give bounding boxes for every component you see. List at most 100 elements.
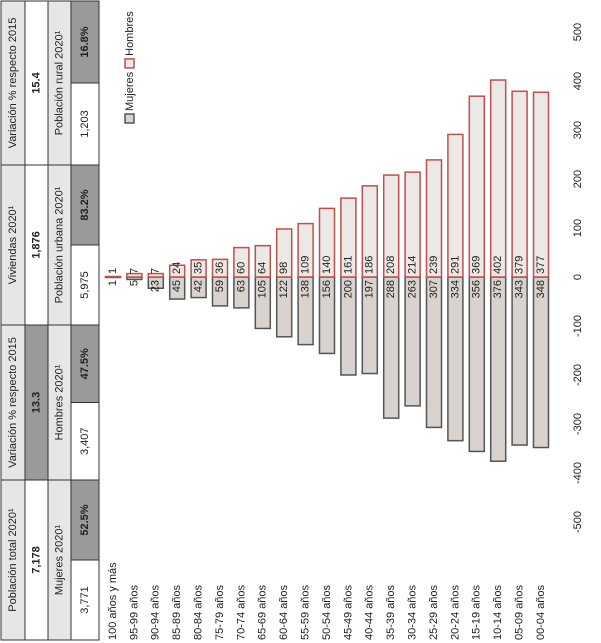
value-label: 186 [364,256,376,274]
value-label: 122 [278,280,290,298]
value-label: 36 [214,262,226,274]
category-label: 80-84 años [193,584,205,640]
value-label: 376 [492,280,504,298]
table-percent: 47.5% [79,348,91,379]
value-label: 63 [235,280,247,292]
value-label: 402 [492,256,504,274]
bar [361,185,379,278]
x-tick-label: -300 [572,413,584,435]
bar [532,91,550,278]
bar [382,174,400,278]
x-tick-label: 200 [572,170,584,188]
table-header: Hombres 2020¹ [53,364,65,440]
table-header: Mujeres 2020¹ [53,525,65,596]
value-label: 140 [321,256,333,274]
value-label: 214 [407,256,419,274]
bar [126,272,143,278]
table-value: 1,876 [30,231,42,259]
bar [211,258,229,278]
bar [489,276,507,462]
value-label: 24 [171,262,183,274]
value-label: 356 [471,280,483,298]
value-label: 35 [193,262,205,274]
category-label: 70-74 años [235,584,247,640]
value-label: 208 [385,256,397,274]
bar [468,276,486,453]
bar [340,197,357,278]
table-value: 3,407 [79,427,91,455]
table-header: Población total 2020¹ [7,508,19,612]
table-percent: 52.5% [79,504,91,535]
bar [532,276,550,449]
value-label: 45 [171,280,183,292]
x-tick-label: -200 [572,364,584,386]
value-label: 288 [385,280,397,298]
value-label: 334 [449,280,461,298]
value-label: 343 [514,280,526,298]
table-cell [70,0,100,84]
value-label: 307 [428,280,440,298]
value-label: 156 [321,280,333,298]
category-label: 65-69 años [257,584,269,640]
legend-label: Mujeres [124,71,136,111]
value-label: 64 [257,262,269,274]
value-label: 239 [428,256,440,274]
category-label: 45-49 años [342,584,354,640]
value-label: 1 [107,268,119,274]
value-label: 348 [535,280,547,298]
legend-swatch [124,58,135,69]
table-percent: 16.8% [79,26,91,57]
value-label: 1 [107,280,119,286]
table-value: 13.3 [30,392,42,413]
bar [147,272,165,278]
category-label: 40-44 años [364,584,376,640]
category-label: 20-24 años [449,584,461,640]
x-tick-label: 100 [572,219,584,237]
bar [447,133,464,278]
x-tick-label: 500 [572,23,584,41]
bar [190,259,207,278]
bar [168,264,186,278]
bar [297,222,314,278]
category-label: 05-09 años [514,584,526,640]
x-tick-label: -500 [572,511,584,533]
category-label: 55-59 años [300,584,312,640]
category-label: 35-39 años [385,584,397,640]
category-label: 10-14 años [492,584,504,640]
table-value: 3,771 [79,586,91,614]
x-tick-label: -100 [572,315,584,337]
table-header: Viviendas 2020¹ [7,205,19,284]
value-label: 138 [300,280,312,298]
bar [318,207,336,278]
value-label: 369 [471,256,483,274]
value-label: 42 [193,280,205,292]
value-label: 7 [150,268,162,274]
category-label: 100 años y más [107,562,119,640]
category-label: 90-94 años [150,584,162,640]
table-value: 1,203 [79,110,91,138]
table-header: Variación % respecto 2015 [7,18,19,149]
bar [489,79,507,278]
bar [511,90,528,278]
value-label: 200 [342,280,354,298]
category-label: 85-89 años [171,584,183,640]
x-tick-label: 300 [572,121,584,139]
category-label: 60-64 años [278,584,290,640]
bar [468,95,486,278]
bar [233,246,250,278]
value-label: 105 [257,280,269,298]
value-label: 5 [128,280,140,286]
table-percent: 83.2% [79,189,91,220]
bar [275,228,293,278]
value-label: 59 [214,280,226,292]
category-label: 25-29 años [428,584,440,640]
bar [425,276,443,429]
x-tick-label: 400 [572,72,584,90]
category-label: 15-19 años [471,584,483,640]
bar [254,244,272,278]
table-header: Variación % respecto 2015 [7,337,19,468]
value-label: 263 [407,280,419,298]
table-header: Población urbana 2020¹ [53,186,65,303]
